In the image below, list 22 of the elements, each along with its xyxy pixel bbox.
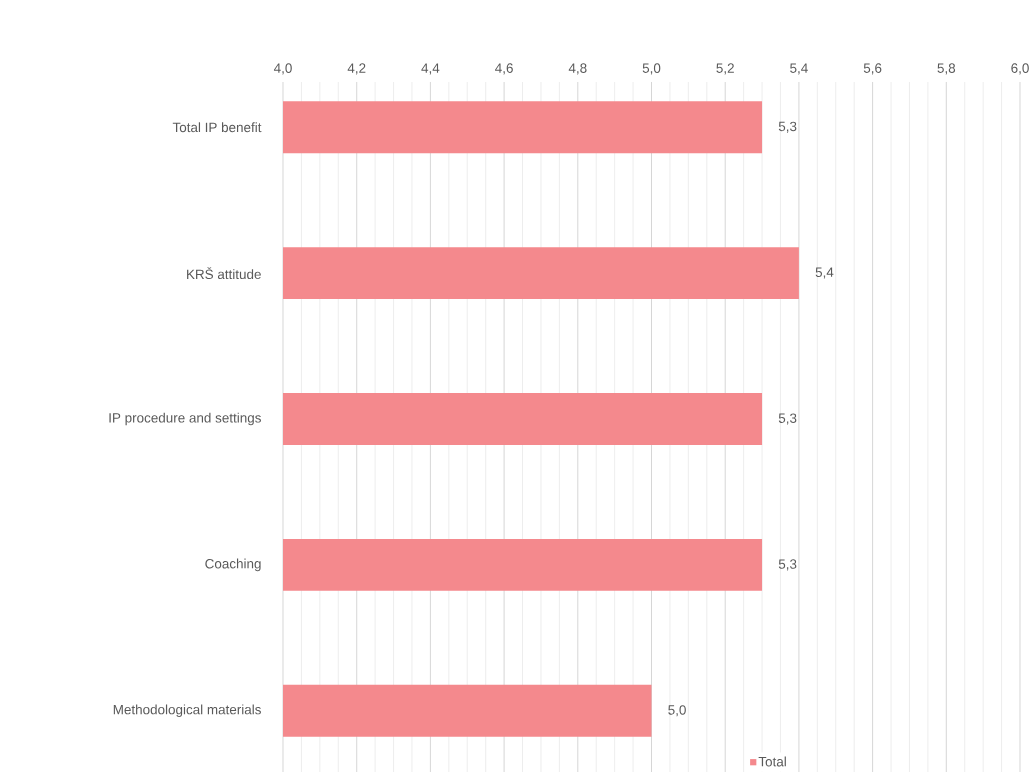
y-tick-label: Methodological materials [113, 704, 261, 718]
x-tick-label: 4,2 [347, 63, 366, 75]
x-tick-label: 5,0 [642, 63, 661, 75]
data-label: 5,0 [668, 705, 686, 717]
x-tick-label: 5,2 [716, 63, 734, 75]
y-tick-label: Total IP benefit [172, 122, 262, 133]
x-tick-label: 4,6 [495, 63, 513, 75]
x-tick-label: 6,0 [1011, 63, 1029, 75]
y-tick-label: Coaching [205, 558, 261, 572]
x-tick-label: 5,4 [790, 63, 808, 75]
x-tick-label: 5,8 [937, 63, 956, 75]
x-tick-label: 4,4 [421, 63, 440, 75]
legend-label: Total [758, 756, 786, 767]
data-label: 5,4 [815, 267, 834, 279]
data-label: 5,3 [778, 121, 797, 133]
x-tick-label: 4,8 [568, 63, 587, 75]
x-tick-label: 5,6 [863, 63, 882, 75]
y-tick-label: KRŠ attitude [187, 267, 261, 280]
data-label: 5,3 [778, 413, 797, 425]
y-tick-label: IP procedure and settings [109, 412, 261, 426]
data-label: 5,3 [778, 559, 797, 571]
x-tick-label: 4,0 [273, 63, 292, 75]
